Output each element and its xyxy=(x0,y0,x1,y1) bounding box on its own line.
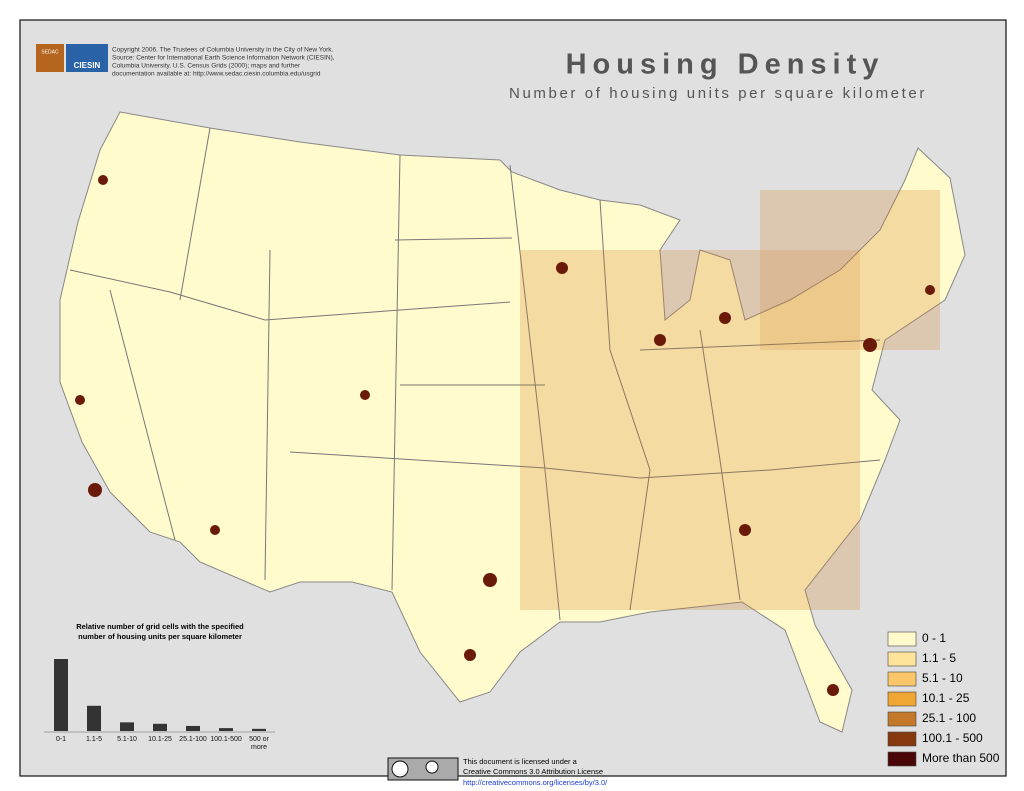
x-tick-label: 25.1-100 xyxy=(179,736,207,743)
city xyxy=(464,649,476,661)
license-text: Creative Commons 3.0 Attribution License xyxy=(463,767,603,776)
city xyxy=(483,573,497,587)
license-text: This document is licensed under a xyxy=(463,757,578,766)
us-map xyxy=(59,111,966,733)
credit-line: Copyright 2006. The Trustees of Columbia… xyxy=(112,47,334,54)
bar xyxy=(54,659,68,731)
legend-label: 0 - 1 xyxy=(922,631,946,645)
city xyxy=(210,525,220,535)
credit-line: documentation available at: http://www.s… xyxy=(112,71,321,78)
city xyxy=(719,312,731,324)
bar xyxy=(219,728,233,731)
city xyxy=(88,483,102,497)
bar xyxy=(87,705,101,731)
state-border xyxy=(289,451,881,479)
by-icon xyxy=(425,760,439,774)
sedac-logo xyxy=(36,44,64,72)
x-tick-label: 0-1 xyxy=(55,736,67,743)
x-tick-label: 5.1-10 xyxy=(117,736,137,743)
city xyxy=(556,262,568,274)
license-url[interactable]: http://creativecommons.org/licenses/by/3… xyxy=(463,778,608,787)
legend-swatch xyxy=(887,651,917,667)
city xyxy=(98,175,108,185)
legend-swatch xyxy=(887,691,917,707)
inset-title: Relative number of grid cells with the s… xyxy=(76,622,244,631)
x-tick-label: 10.1-25 xyxy=(148,736,172,743)
density-areas xyxy=(520,190,940,610)
bar xyxy=(153,723,167,731)
state-border xyxy=(109,289,176,541)
state-borders xyxy=(69,127,881,621)
title: Housing Density xyxy=(566,49,885,81)
bar xyxy=(252,728,266,731)
sedac-text: SEDAC xyxy=(41,49,59,55)
us-outline xyxy=(59,111,966,733)
ciesin-text: CIESIN xyxy=(74,61,101,70)
legend-label: 1.1 - 5 xyxy=(922,651,956,665)
city xyxy=(827,684,839,696)
city xyxy=(739,524,751,536)
cities xyxy=(75,175,935,696)
legend-label: 25.1 - 100 xyxy=(922,711,976,725)
state-border xyxy=(69,269,511,321)
legend-swatch xyxy=(887,711,917,727)
credit-line: Source: Center for International Earth S… xyxy=(112,55,335,62)
cc-icon xyxy=(391,760,409,778)
east-density xyxy=(520,250,860,610)
city xyxy=(925,285,935,295)
northeast-density xyxy=(760,190,940,350)
legend-swatch xyxy=(887,671,917,687)
legend-swatch xyxy=(887,751,917,767)
x-tick-label: 100.1-500 xyxy=(210,736,242,743)
state-border xyxy=(639,339,881,351)
legend-label: 10.1 - 25 xyxy=(922,691,970,705)
state-border xyxy=(264,249,271,581)
state-border xyxy=(509,164,561,621)
x-tick-label: 500 or more xyxy=(249,736,269,751)
legend-swatch xyxy=(887,631,917,647)
state-border xyxy=(391,154,401,591)
state-border xyxy=(179,127,211,301)
city xyxy=(654,334,666,346)
state-border xyxy=(599,199,651,611)
city xyxy=(75,395,85,405)
legend-swatch xyxy=(887,731,917,747)
x-tick-label: 1.1-5 xyxy=(86,736,102,743)
credit-line: Columbia University. U.S. Census Grids (… xyxy=(112,63,301,70)
bar xyxy=(120,722,134,731)
legend-label: 100.1 - 500 xyxy=(922,731,983,745)
subtitle: Number of housing units per square kilom… xyxy=(509,85,927,102)
inset-title: number of housing units per square kilom… xyxy=(78,632,242,641)
ciesin-logo xyxy=(66,44,108,72)
city xyxy=(360,390,370,400)
legend-label: More than 500 xyxy=(922,751,1000,765)
state-border xyxy=(699,329,741,601)
state-border xyxy=(394,237,513,241)
city xyxy=(863,338,877,352)
legend-label: 5.1 - 10 xyxy=(922,671,963,685)
bar xyxy=(186,725,200,731)
